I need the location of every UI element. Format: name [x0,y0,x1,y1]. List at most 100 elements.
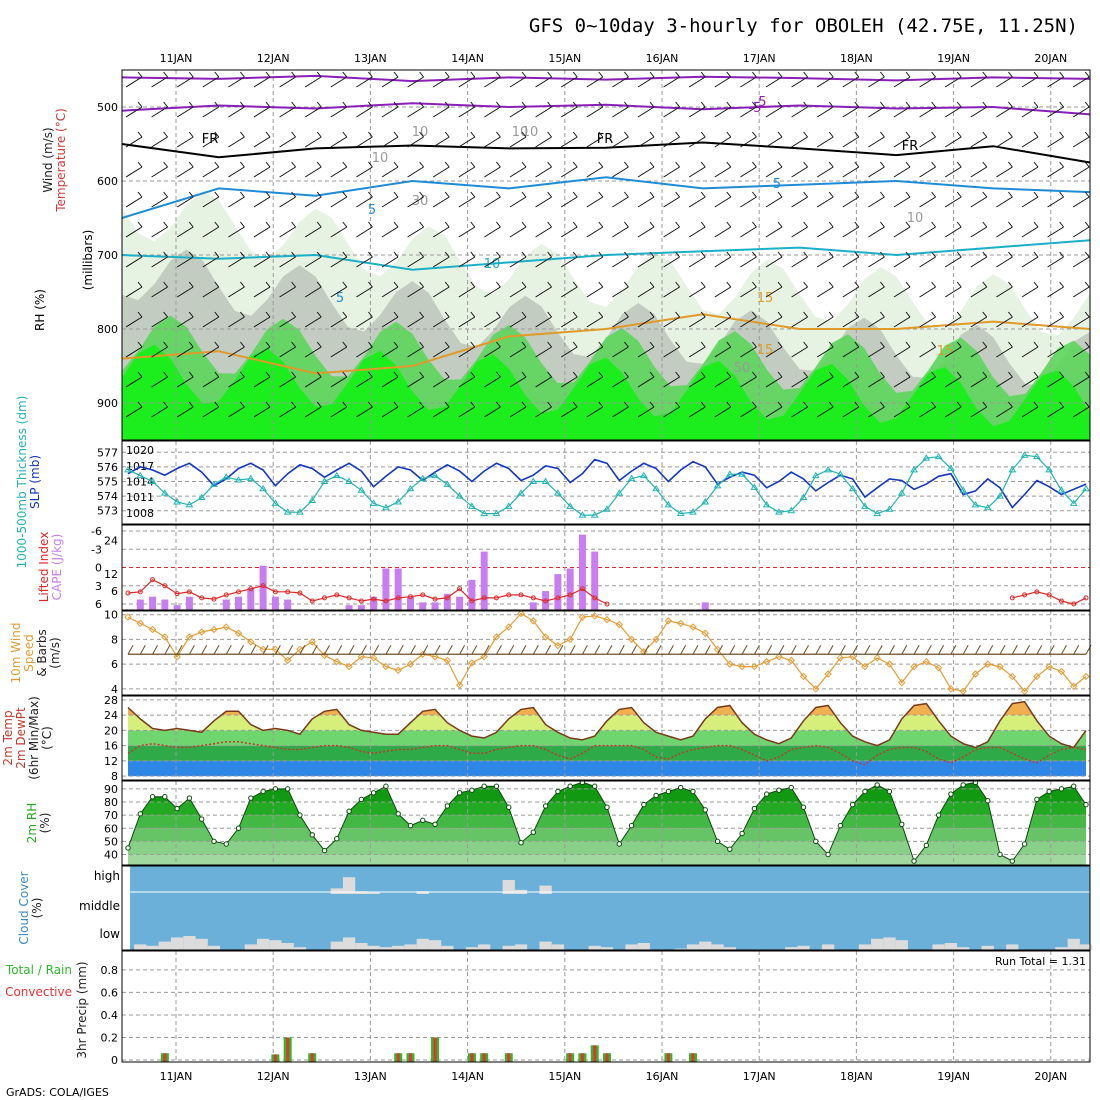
wind-barb [791,136,808,148]
wind-barb [470,71,476,78]
wind-barb [919,406,936,418]
thickness-point [173,497,182,505]
wind-barb [188,131,194,138]
day-label-bottom: 14JAN [451,1070,484,1083]
wind-barb-10m [238,644,244,655]
wind-speed-point [148,625,157,634]
wind-barb [381,76,399,88]
wind-barb [944,286,962,298]
wind-barb [816,406,834,418]
wind-barb [535,166,552,178]
wind-barb [470,161,476,168]
wind-barb [931,401,936,408]
wind-barb [342,191,348,198]
wind-barb [125,136,143,148]
wind-barb [777,281,783,288]
thickness-point [443,480,452,487]
wind-barb [535,346,552,358]
wind-barb [509,376,527,388]
wind-barb [1047,316,1064,328]
cloud-low-bar [244,944,257,950]
wind-barb [560,316,578,328]
wind-barb [125,316,143,328]
day-label-top: 15JAN [548,52,581,65]
wind-barb [586,376,604,388]
wind-barb-10m [839,644,846,655]
wind-barb [982,341,988,348]
wind-barb [1084,131,1090,138]
wind-barb [572,161,578,168]
li-point [297,590,303,596]
wind-barb [765,256,783,268]
cloud-low-bar [551,944,565,950]
ylabel-upper: Wind (m/s) [41,127,55,192]
legend-total-rain: Total / Rain [5,963,72,977]
wind-barb [291,281,296,288]
wind-barb-10m [753,644,760,655]
wind-barb-10m [655,644,662,655]
wind-barb [291,71,296,78]
wind-barb [931,251,936,258]
wind-barb [496,131,501,138]
wind-barb [893,316,911,328]
wind-barb [905,281,911,288]
wind-barb [740,346,757,358]
wind-barb [612,106,629,118]
wind-barb [675,281,680,288]
rh-point [469,787,475,793]
contour-label: -5 [754,95,767,110]
thickness-point [1069,499,1078,506]
wind-barb [803,131,808,138]
rh-point [235,825,242,831]
wind-barb [637,136,655,148]
ytick-pressure: 900 [97,397,118,410]
cape-bar [161,599,169,610]
cloud-low-bar [146,945,159,950]
wind-barb [700,191,706,198]
wind-barb [1072,286,1090,298]
wind-barb [700,281,706,288]
wind-barb [356,286,373,298]
wind-speed-point [910,662,918,671]
isotherm-line [121,141,1091,164]
ytick-temp: 28 [104,694,118,707]
ylabel-wind10m: (m/s) [48,637,62,668]
wind-barb [279,76,296,88]
cape-bar [370,596,378,610]
rh-point [444,803,451,809]
thickness-point [897,489,906,496]
contour-label: 5 [773,177,781,192]
cape-bar [357,605,365,610]
wind-barb [803,101,808,108]
wind-barb [291,401,296,408]
ytick-thickness: 577 [97,446,118,459]
wind-barb [956,341,962,348]
wind-barb-10m [938,644,945,655]
wind-barb [970,106,988,118]
wind-barb [151,196,168,208]
wind-barb [458,316,476,328]
thickness-point [1057,486,1066,493]
wind-barb [765,106,783,118]
rh-point [530,829,537,835]
wind-barb [752,71,757,78]
wind-speed-point [861,662,869,671]
wind-barb [1059,71,1064,78]
rh-point [284,786,291,792]
wind-barb [458,376,476,388]
wind-barb [1072,106,1090,118]
wind-barb-10m [950,644,957,655]
wind-speed-point [271,645,280,654]
wind-barb [291,221,296,228]
panel-slp-thickness: 573574575576577100810111014101710201000-… [15,396,1091,568]
wind-barb [240,341,245,348]
wind-barb [688,316,706,328]
wind-barb [304,316,322,328]
cloud-low-bar [170,937,184,950]
wind-barb [151,76,168,88]
day-label-top: 18JAN [840,52,873,65]
wind-barb [944,376,962,388]
wind-barb [407,166,424,178]
thickness-point [246,474,255,482]
